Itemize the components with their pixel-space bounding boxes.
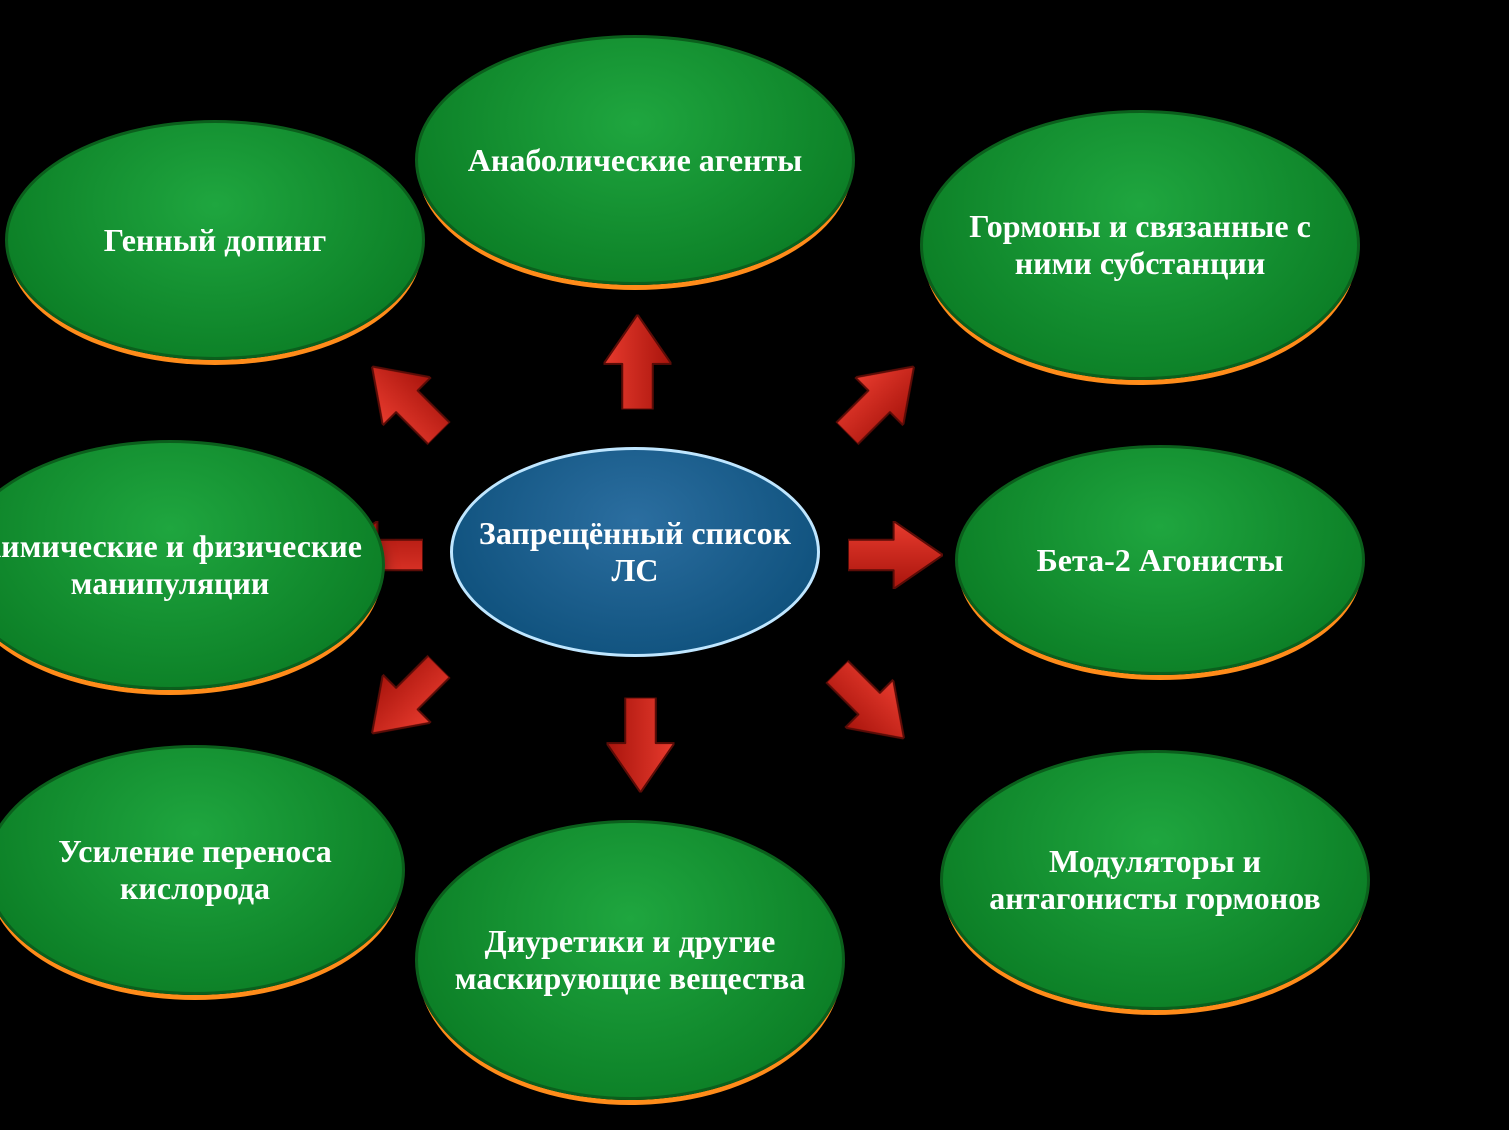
arrow-n3 bbox=[812, 647, 927, 762]
arrow-n0 bbox=[603, 315, 671, 410]
outer-node-n0-label: Анаболические агенты bbox=[468, 142, 802, 179]
outer-node-n5-label: Усиление переноса кислорода bbox=[8, 833, 382, 907]
outer-node-n7-label: Генный допинг bbox=[104, 222, 326, 259]
outer-node-n1: Гормоны и связанные с ними субстанции bbox=[920, 110, 1360, 380]
arrow-n7 bbox=[347, 342, 462, 457]
outer-node-n3-label: Модуляторы и антагонисты гормонов bbox=[963, 843, 1347, 917]
outer-node-n6-label: Химические и физические манипуляции bbox=[0, 528, 362, 602]
center-node: Запрещённый список ЛС bbox=[450, 447, 820, 657]
outer-node-n7: Генный допинг bbox=[5, 120, 425, 360]
center-node-label: Запрещённый список ЛС bbox=[473, 515, 797, 589]
outer-node-n4-label: Диуретики и другие маскирующие вещества bbox=[438, 923, 822, 997]
arrow-n2 bbox=[848, 521, 943, 589]
outer-node-n6: Химические и физические манипуляции bbox=[0, 440, 385, 690]
arrow-n5 bbox=[347, 642, 462, 757]
outer-node-n3: Модуляторы и антагонисты гормонов bbox=[940, 750, 1370, 1010]
outer-node-n1-label: Гормоны и связанные с ними субстанции bbox=[943, 208, 1337, 282]
outer-node-n2-label: Бета-2 Агонисты bbox=[1037, 542, 1284, 579]
outer-node-n0: Анаболические агенты bbox=[415, 35, 855, 285]
outer-node-n5: Усиление переноса кислорода bbox=[0, 745, 405, 995]
outer-node-n4: Диуретики и другие маскирующие вещества bbox=[415, 820, 845, 1100]
diagram-canvas: Анаболические агенты Гормоны и связанные … bbox=[0, 0, 1509, 1130]
arrow-n4 bbox=[606, 698, 674, 793]
outer-node-n2: Бета-2 Агонисты bbox=[955, 445, 1365, 675]
arrow-n1 bbox=[822, 342, 937, 457]
